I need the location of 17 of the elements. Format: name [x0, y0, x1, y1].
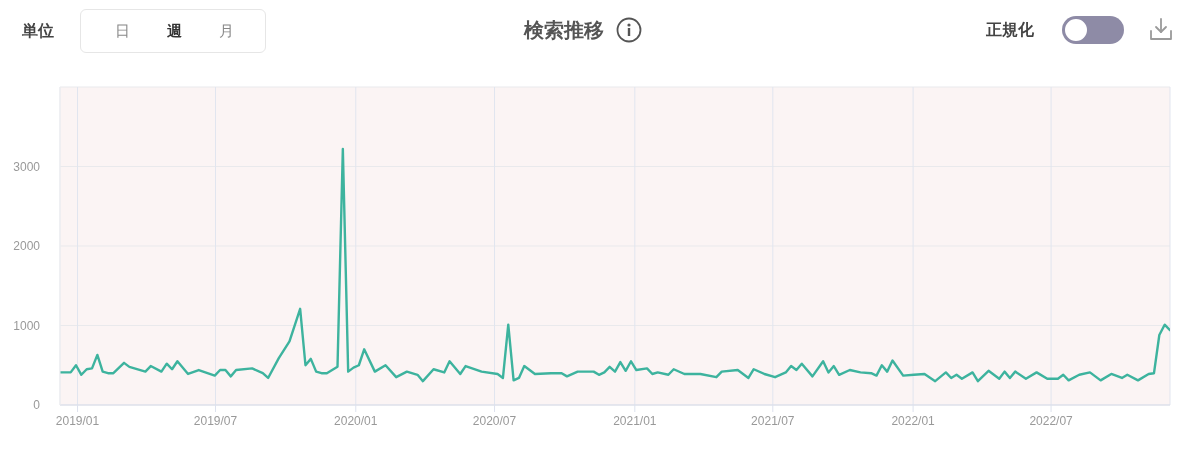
x-tick-label: 2021/01 [613, 413, 657, 428]
text: 単位 [22, 20, 54, 42]
chart-title: 検索推移 [524, 17, 604, 44]
segmented-control: 日 週 月 [80, 9, 266, 53]
x-tick-label: 2022/07 [1029, 413, 1074, 428]
text: 正規化 [986, 19, 1034, 41]
x-tick-label: 2021/07 [751, 413, 795, 428]
x-tick-label: 2019/01 [55, 413, 100, 428]
line-series [60, 147, 1170, 383]
x-tick-label: 2022/01 [891, 413, 936, 428]
x-tick-label: 2019/07 [193, 413, 238, 428]
y-tick-label: 2000 [13, 239, 41, 254]
y-tick-label: 0 [33, 398, 41, 413]
y-tick-label: 3000 [13, 159, 41, 174]
x-tick-label: 2020/01 [334, 413, 378, 428]
y-tick-label: 1000 [13, 318, 41, 333]
x-tick-label: 2020/07 [472, 413, 517, 428]
